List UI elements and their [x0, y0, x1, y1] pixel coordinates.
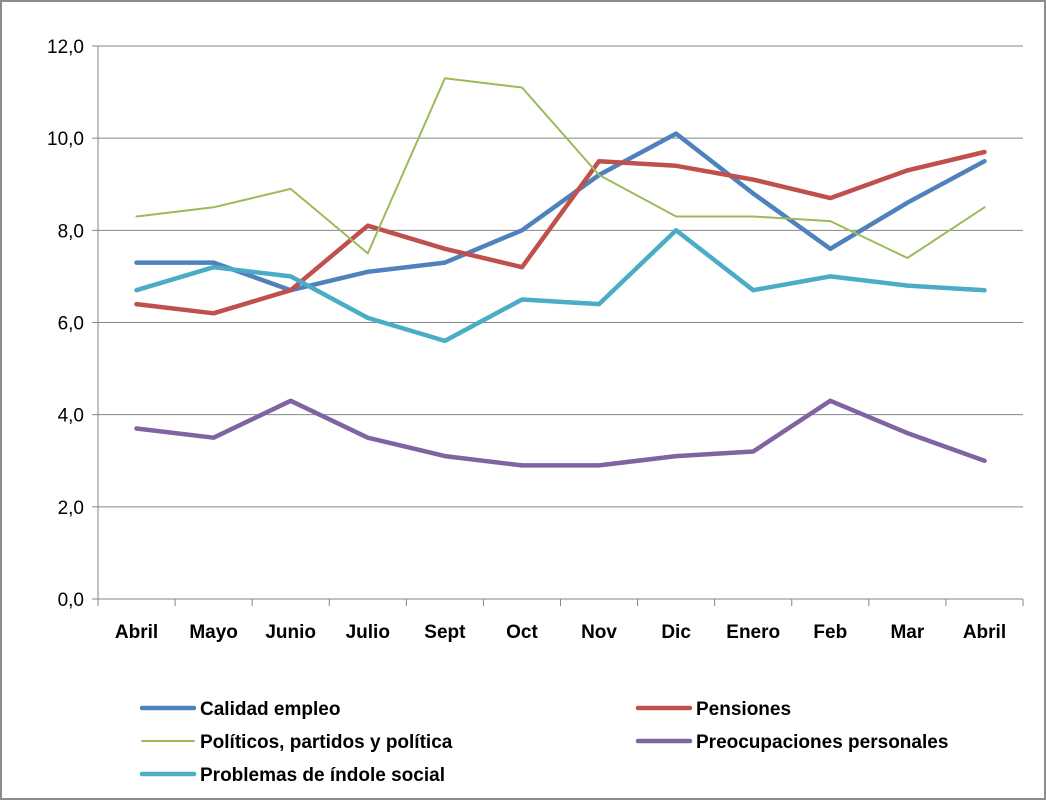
y-tick-label: 6,0 — [58, 314, 84, 335]
x-tick-label: Junio — [265, 622, 316, 643]
x-tick-label: Sept — [424, 622, 466, 643]
legend-label: Calidad empleo — [200, 699, 340, 720]
legend: Calidad empleo Pensiones Políticos, partid… — [139, 699, 948, 786]
series-lines — [134, 77, 987, 468]
x-tick-label: Feb — [813, 622, 847, 643]
legend-label: Problemas de índole social — [200, 765, 445, 786]
x-tick-label: Abril — [963, 622, 1006, 643]
y-tick-label: 2,0 — [58, 498, 84, 519]
x-tick-label: Mar — [890, 622, 924, 643]
x-tick-label: Oct — [506, 622, 538, 643]
series-line-1 — [134, 131, 987, 293]
legend-label: Políticos, partidos y política — [200, 732, 453, 753]
axes: 0,0 2,0 4,0 6,0 8,0 10,0 12,0 Abril Mayo Junio Jul… — [47, 37, 1024, 643]
y-tick-label: 4,0 — [58, 406, 84, 427]
legend-label: Preocupaciones personales — [696, 732, 948, 753]
y-tick-label: 0,0 — [58, 590, 84, 611]
y-tick-label: 10,0 — [47, 129, 84, 150]
x-tick-label: Dic — [661, 622, 691, 643]
series-line-4 — [134, 398, 987, 468]
y-tick-label: 8,0 — [58, 221, 84, 242]
x-tick-label: Abril — [115, 622, 158, 643]
legend-label: Pensiones — [696, 699, 791, 720]
gridlines — [98, 45, 1023, 508]
x-tick-label: Mayo — [189, 622, 238, 643]
x-tick-label: Nov — [581, 622, 617, 643]
y-tick-label: 12,0 — [47, 37, 84, 58]
x-tick-label: Enero — [726, 622, 780, 643]
x-tick-label: Julio — [346, 622, 390, 643]
series-line-5 — [134, 228, 987, 344]
series-line-2 — [134, 149, 987, 316]
series-line-3 — [135, 77, 986, 259]
